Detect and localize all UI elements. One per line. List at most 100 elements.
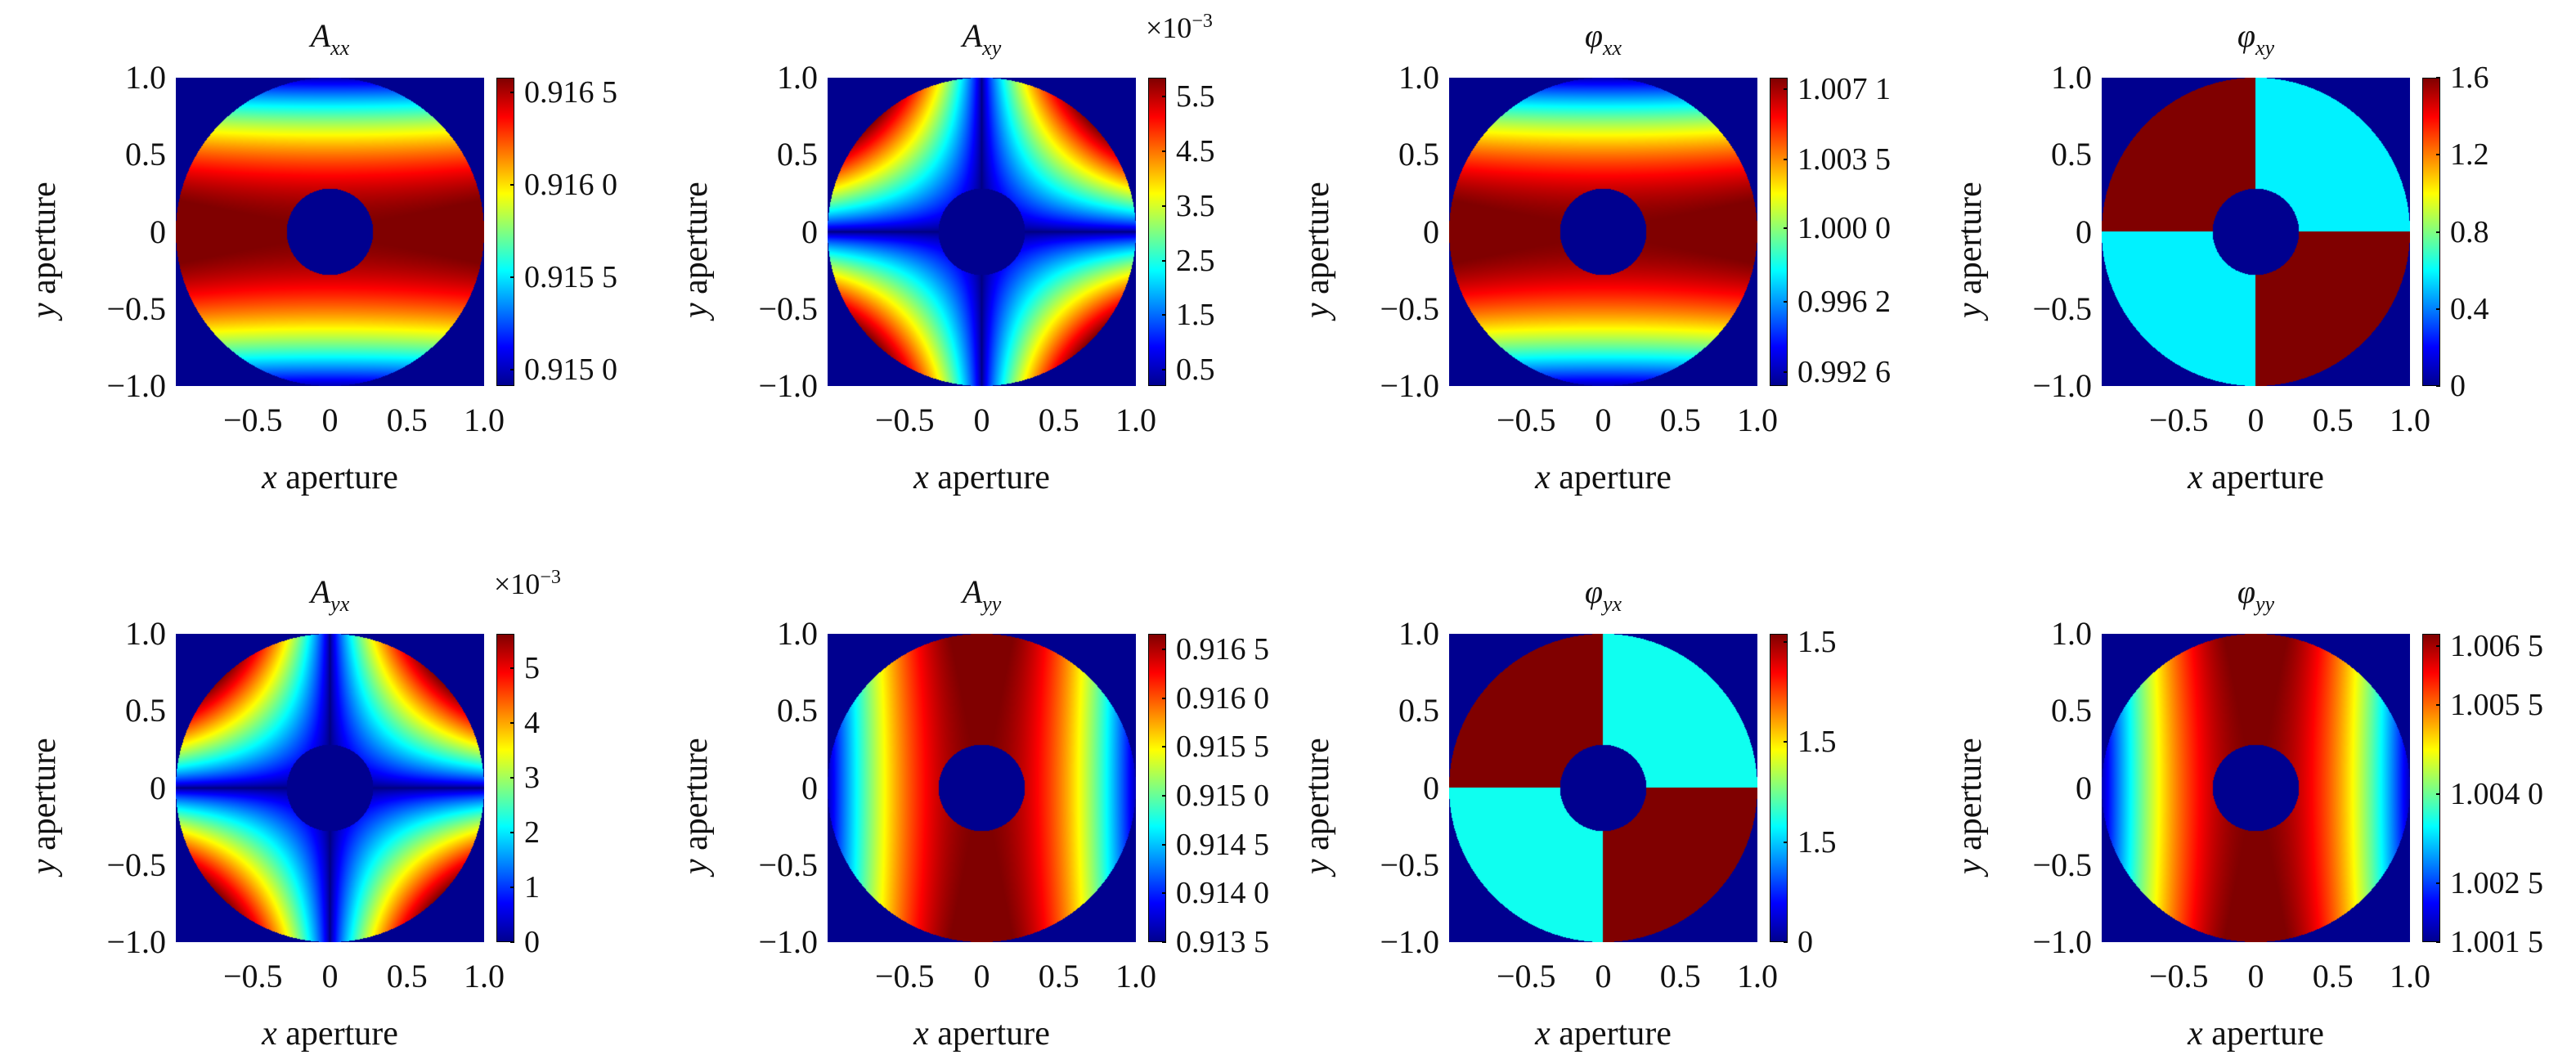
colorbar-tick-mark (1162, 259, 1166, 262)
heatmap-image (2102, 78, 2410, 386)
x-axis-label: x aperture (913, 458, 1050, 497)
y-tick-label: 1.0 (125, 615, 166, 652)
colorbar-tick-label: 0.915 0 (524, 352, 617, 387)
x-tick-label: 0.5 (386, 402, 428, 438)
y-axis-variable: y (25, 302, 63, 318)
heatmap-image (1449, 634, 1757, 942)
panel-title: φxy (2134, 16, 2379, 61)
y-tick-label: −1.0 (2032, 923, 2092, 960)
x-axis-label: x aperture (2188, 1014, 2324, 1053)
x-tick-label: 1.0 (464, 958, 505, 994)
x-tick-label: 0.5 (1038, 958, 1079, 994)
exponent-power: −3 (1192, 11, 1213, 32)
panel-title: φxx (1481, 16, 1726, 61)
colorbar-tick-label: 0.915 5 (524, 259, 617, 294)
colorbar-tick-label: 0 (1797, 925, 1813, 959)
x-tick-label: 1.0 (464, 402, 505, 438)
y-tick-label: −0.5 (106, 846, 166, 883)
heatmap-image (176, 78, 484, 386)
panel-title: Axy (859, 16, 1105, 61)
colorbar-tick-mark (510, 941, 514, 943)
title-symbol: A (310, 573, 331, 610)
y-axis-word: aperture (677, 181, 715, 294)
x-axis-word: aperture (285, 1015, 398, 1053)
x-axis-variable: x (262, 459, 277, 496)
y-axis-word: aperture (25, 737, 63, 851)
colorbar-tick-label: 2.5 (1176, 243, 1215, 278)
y-axis-variable: y (1299, 302, 1336, 318)
colorbar-tick-mark (2436, 882, 2440, 884)
colorbar-tick-mark (2436, 941, 2440, 943)
colorbar-tick-label: 4 (524, 705, 540, 740)
x-tick-label: 1.0 (1115, 402, 1156, 438)
colorbar-tick-mark (510, 721, 514, 724)
colorbar-tick-label: 3 (524, 760, 540, 795)
panel-title: Ayx (208, 572, 453, 617)
y-axis-variable: y (1299, 858, 1336, 874)
y-axis-variable: y (677, 302, 715, 318)
colorbar-tick-mark (1162, 204, 1166, 207)
title-subscript: xy (982, 36, 1002, 60)
x-axis-label: x aperture (262, 458, 398, 497)
panel-title: φyy (2134, 572, 2379, 617)
x-tick-label: 0 (973, 402, 990, 438)
colorbar-tick-label: 1.6 (2450, 61, 2489, 95)
x-tick-label: 0.5 (1659, 958, 1701, 994)
y-tick-label: 0 (801, 769, 818, 806)
x-tick-label: 0 (1595, 958, 1612, 994)
colorbar-tick-mark (510, 183, 514, 186)
exponent-base: ×10 (494, 568, 541, 600)
y-tick-label: −0.5 (758, 846, 818, 883)
colorbar-tick-label: 1.000 0 (1797, 210, 1891, 245)
y-tick-label: 0 (1423, 213, 1439, 250)
colorbar-tick-label: 0.5 (1176, 352, 1215, 387)
exponent-power: −3 (540, 567, 561, 588)
panel-title: Axx (208, 16, 453, 61)
x-axis-variable: x (913, 459, 929, 496)
colorbar-tick-mark (1162, 746, 1166, 748)
colorbar-tick-label: 0 (2450, 369, 2466, 403)
x-tick-label: 0.5 (2312, 958, 2354, 994)
y-tick-label: −1.0 (758, 923, 818, 960)
colorbar-tick-label: 0.916 5 (524, 75, 617, 110)
y-tick-label: 0 (1423, 769, 1439, 806)
y-axis-word: aperture (1299, 181, 1336, 294)
colorbar-tick-label: 1.007 1 (1797, 72, 1891, 107)
title-symbol: φ (1584, 17, 1604, 54)
heatmap-image (828, 78, 1136, 386)
x-tick-label: 0 (1595, 402, 1612, 438)
title-subscript: yy (2255, 592, 2275, 616)
colorbar-tick-mark (1784, 841, 1788, 843)
colorbar-tick-mark (1162, 368, 1166, 370)
title-subscript: yx (330, 592, 350, 616)
y-axis-word: aperture (1951, 737, 1989, 851)
x-tick-label: 0.5 (1659, 402, 1701, 438)
y-tick-label: 1.0 (125, 59, 166, 96)
title-symbol: A (310, 17, 331, 54)
x-tick-label: −0.5 (1496, 958, 1556, 994)
heatmap-image (176, 634, 484, 942)
x-axis-variable: x (262, 1015, 277, 1053)
heatmap-image (828, 634, 1136, 942)
x-tick-label: −0.5 (874, 402, 935, 438)
colorbar-tick-label: 0.4 (2450, 291, 2489, 326)
y-axis-word: aperture (1951, 181, 1989, 294)
y-axis-label: y aperture (1950, 182, 1990, 318)
colorbar-tick-label: 3.5 (1176, 188, 1215, 223)
y-axis-label: y aperture (676, 182, 716, 318)
y-tick-label: −1.0 (2032, 367, 2092, 404)
title-symbol: φ (1584, 573, 1604, 610)
y-tick-label: 0.5 (125, 692, 166, 730)
colorbar-tick-mark (1784, 741, 1788, 743)
y-tick-label: −1.0 (758, 367, 818, 404)
colorbar-tick-mark (1784, 941, 1788, 943)
x-tick-label: 1.0 (2390, 958, 2430, 994)
colorbar-tick-mark (510, 776, 514, 779)
colorbar-tick-mark (510, 276, 514, 278)
panel-title: φyx (1481, 572, 1726, 617)
colorbar-tick-mark (1162, 314, 1166, 317)
colorbar-tick-mark (1784, 227, 1788, 229)
y-axis-label: y aperture (25, 182, 64, 318)
colorbar-tick-mark (1162, 892, 1166, 895)
y-tick-label: 0.5 (2051, 136, 2092, 173)
